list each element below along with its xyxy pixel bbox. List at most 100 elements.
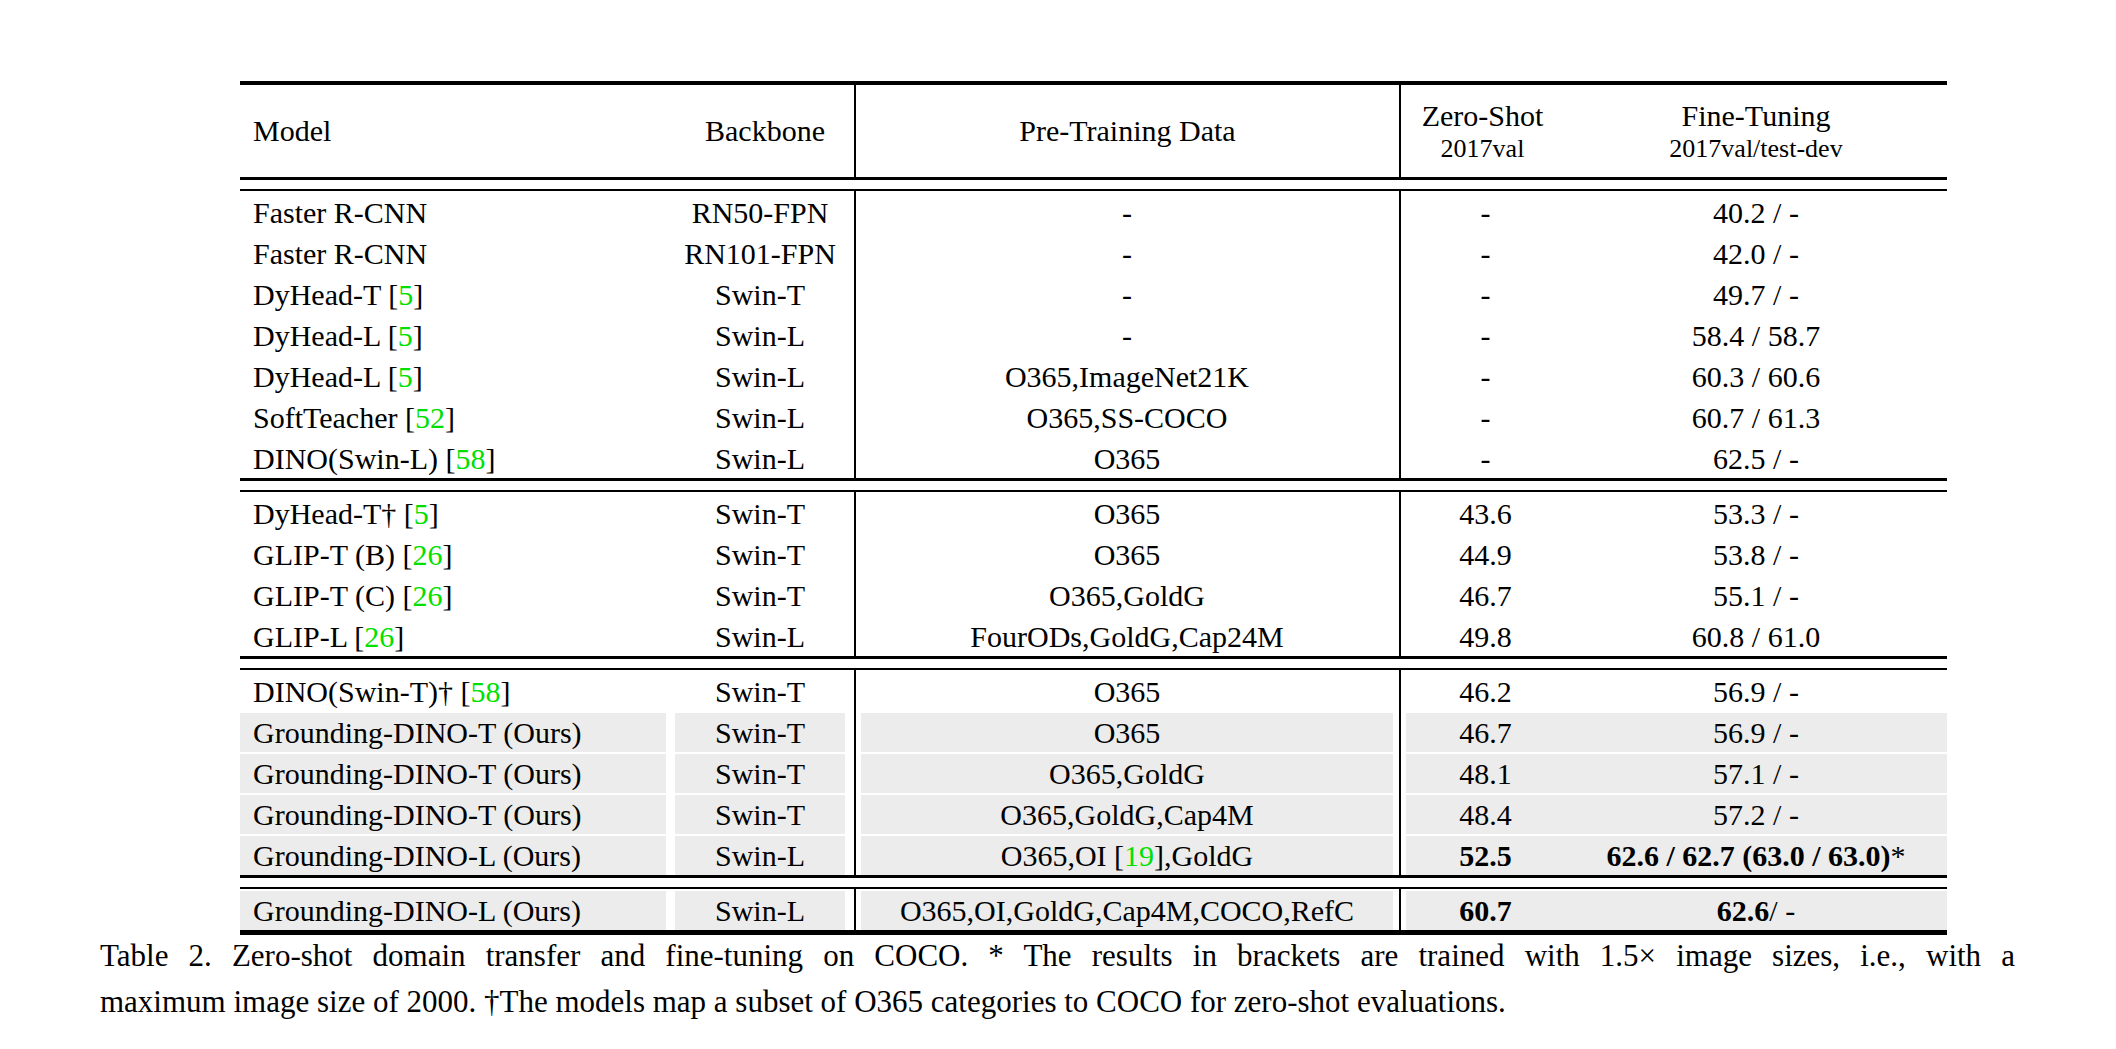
cell-text: 42.0 / - <box>1713 237 1799 271</box>
cell-zeroshot: 43.6 <box>1400 492 1565 533</box>
cell-text: 58.4 / 58.7 <box>1692 319 1820 353</box>
table-header-row: Model Backbone Pre-Training Data Zero-Sh… <box>240 85 1947 177</box>
cell-text: - <box>1481 278 1491 312</box>
cell-pretraining: O365 <box>855 492 1400 533</box>
cell-pretraining: O365 <box>855 533 1400 574</box>
cell-text: * <box>1891 839 1906 873</box>
cell-pretraining: O365 <box>855 437 1400 478</box>
cell-text: 46.7 <box>1459 716 1512 750</box>
cell-zeroshot: 44.9 <box>1400 533 1565 574</box>
cell-finetuning: 53.8 / - <box>1565 533 1947 574</box>
cell-text: Faster R-CNN <box>253 196 427 230</box>
cell-text: Swin-L <box>715 620 805 654</box>
cell-text: O365,SS-COCO <box>1027 401 1228 435</box>
col-header-fine-tuning-sublabel: 2017val/test-dev <box>1669 134 1842 164</box>
header-separator-rule <box>240 177 1947 191</box>
cell-text: 56.9 / - <box>1713 716 1799 750</box>
cell-text: DyHead-T† [ <box>253 497 414 531</box>
table-row: DyHead-L [5]Swin-L--58.4 / 58.7 <box>240 314 1947 355</box>
cell-text: 5 <box>398 278 413 312</box>
cell-model: Grounding-DINO-T (Ours) <box>240 793 675 834</box>
cell-finetuning: 62.6 / 62.7 (63.0 / 63.0)* <box>1565 834 1947 875</box>
cell-text: ] <box>442 538 452 572</box>
table-row: DyHead-T† [5]Swin-TO36543.653.3 / - <box>240 492 1947 533</box>
cell-zeroshot: - <box>1400 355 1565 396</box>
cell-pretraining: O365,GoldG <box>855 752 1400 793</box>
cell-pretraining: O365,SS-COCO <box>855 396 1400 437</box>
cell-text: 5 <box>398 360 413 394</box>
cell-text: Swin-T <box>715 579 805 613</box>
cell-model: SoftTeacher [52] <box>240 396 675 437</box>
cell-text: O365,GoldG <box>1049 757 1205 791</box>
cell-text: Faster R-CNN <box>253 237 427 271</box>
cell-zeroshot: 46.2 <box>1400 670 1565 711</box>
cell-finetuning: 60.3 / 60.6 <box>1565 355 1947 396</box>
cell-text: 52.5 <box>1459 839 1512 873</box>
cell-model: DINO(Swin-L) [58] <box>240 437 675 478</box>
cell-text: 5 <box>398 319 413 353</box>
cell-pretraining: O365,OI,GoldG,Cap4M,COCO,RefC <box>855 889 1400 930</box>
cell-text: 49.7 / - <box>1713 278 1799 312</box>
results-table: Model Backbone Pre-Training Data Zero-Sh… <box>240 81 1947 935</box>
cell-text: Grounding-DINO-T (Ours) <box>253 798 582 832</box>
cell-text: O365,GoldG <box>1049 579 1205 613</box>
cell-text: ] <box>500 675 510 709</box>
table-row: Grounding-DINO-T (Ours)Swin-TO36546.756.… <box>240 711 1947 752</box>
cell-text: - <box>1481 442 1491 476</box>
cell-text: 58 <box>455 442 485 476</box>
cell-backbone: Swin-T <box>675 752 855 793</box>
paper-page: Model Backbone Pre-Training Data Zero-Sh… <box>0 0 2116 1049</box>
cell-text: Grounding-DINO-T (Ours) <box>253 716 582 750</box>
cell-text: - <box>1481 401 1491 435</box>
cell-text: GLIP-L [ <box>253 620 364 654</box>
cell-text: Swin-L <box>715 894 805 928</box>
cell-zeroshot: - <box>1400 191 1565 232</box>
table-row: Faster R-CNNRN50-FPN--40.2 / - <box>240 191 1947 232</box>
cell-text: - <box>1481 319 1491 353</box>
col-header-zero-shot-sublabel: 2017val <box>1441 134 1525 164</box>
cell-finetuning: 60.8 / 61.0 <box>1565 615 1947 656</box>
cell-backbone: Swin-T <box>675 533 855 574</box>
cell-text: 60.3 / 60.6 <box>1692 360 1820 394</box>
table-row: GLIP-T (C) [26]Swin-TO365,GoldG46.755.1 … <box>240 574 1947 615</box>
cell-text: O365 <box>1094 538 1161 572</box>
cell-text: 5 <box>414 497 429 531</box>
cell-pretraining: - <box>855 273 1400 314</box>
cell-finetuning: 56.9 / - <box>1565 670 1947 711</box>
cell-text: 49.8 <box>1459 620 1512 654</box>
column-divider-backbone-pretraining <box>854 81 856 935</box>
cell-text: 46.2 <box>1459 675 1512 709</box>
cell-model: Faster R-CNN <box>240 232 675 273</box>
cell-text: - <box>1122 319 1132 353</box>
cell-text: DyHead-T [ <box>253 278 398 312</box>
cell-zeroshot: 60.7 <box>1400 889 1565 930</box>
cell-text: / - <box>1769 894 1795 928</box>
table-row: DINO(Swin-L) [58]Swin-LO365-62.5 / - <box>240 437 1947 478</box>
cell-text: 53.8 / - <box>1713 538 1799 572</box>
cell-finetuning: 60.7 / 61.3 <box>1565 396 1947 437</box>
col-header-backbone-label: Backbone <box>705 114 825 148</box>
col-header-pretraining: Pre-Training Data <box>855 85 1400 177</box>
cell-model: Faster R-CNN <box>240 191 675 232</box>
cell-text: FourODs,GoldG,Cap24M <box>970 620 1283 654</box>
cell-text: 60.7 <box>1459 894 1512 928</box>
col-header-model-label: Model <box>253 114 331 148</box>
cell-model: GLIP-T (C) [26] <box>240 574 675 615</box>
cell-backbone: Swin-T <box>675 574 855 615</box>
cell-zeroshot: 46.7 <box>1400 711 1565 752</box>
cell-text: Swin-T <box>715 675 805 709</box>
cell-text: 55.1 / - <box>1713 579 1799 613</box>
cell-text: RN50-FPN <box>692 196 829 230</box>
cell-text: 62.6 <box>1717 894 1770 928</box>
cell-text: 26 <box>412 579 442 613</box>
table-row: DINO(Swin-T)† [58]Swin-TO36546.256.9 / - <box>240 670 1947 711</box>
cell-pretraining: O365,GoldG,Cap4M <box>855 793 1400 834</box>
cell-backbone: Swin-L <box>675 314 855 355</box>
cell-text: ] <box>445 401 455 435</box>
table-row: Grounding-DINO-T (Ours)Swin-TO365,GoldG4… <box>240 752 1947 793</box>
cell-text: GLIP-T (B) [ <box>253 538 412 572</box>
cell-pretraining: O365 <box>855 670 1400 711</box>
cell-model: GLIP-L [26] <box>240 615 675 656</box>
table-row: DyHead-T [5]Swin-T--49.7 / - <box>240 273 1947 314</box>
col-header-pretraining-label: Pre-Training Data <box>1019 114 1235 148</box>
